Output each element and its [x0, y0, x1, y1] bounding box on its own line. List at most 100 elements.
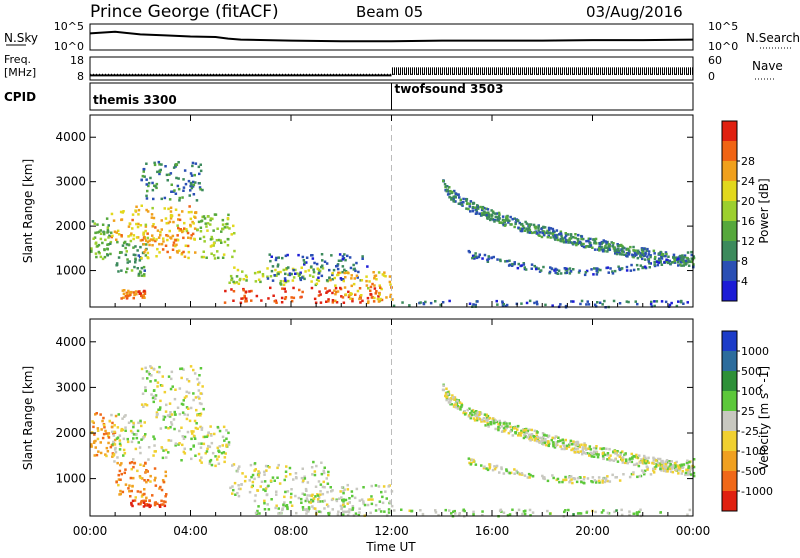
heatmap-cell [222, 451, 226, 454]
heatmap-cell [518, 431, 522, 435]
heatmap-cell [266, 503, 269, 506]
heatmap-cell [503, 224, 507, 227]
heatmap-cell [595, 273, 599, 276]
heatmap-cell [284, 254, 288, 258]
heatmap-cell [268, 466, 271, 469]
sky-left-label: N.Sky [4, 31, 38, 45]
heatmap-cell [258, 270, 261, 274]
heatmap-cell [156, 229, 160, 232]
heatmap-cell [563, 267, 567, 270]
heatmap-cell [379, 297, 382, 301]
heatmap-cell [160, 219, 163, 222]
heatmap-cell [605, 246, 609, 250]
heatmap-cell [494, 427, 497, 431]
heatmap-cell [226, 226, 229, 229]
heatmap-cell [481, 257, 484, 260]
heatmap-cell [587, 239, 590, 243]
heatmap-cell [482, 213, 485, 216]
heatmap-cell [585, 239, 588, 243]
heatmap-cell [254, 468, 257, 471]
heatmap-cell [536, 231, 539, 235]
heatmap-cell [375, 278, 378, 281]
heatmap-cell [652, 469, 655, 472]
heatmap-cell [559, 239, 562, 243]
heatmap-cell [178, 412, 182, 416]
heatmap-cell [132, 421, 135, 425]
heatmap-cell [624, 452, 627, 455]
heatmap-cell [551, 233, 555, 236]
heatmap-cell [132, 425, 135, 429]
heatmap-cell [290, 488, 293, 491]
heatmap-cell [197, 442, 201, 445]
heatmap-cell [348, 497, 351, 500]
heatmap-cell [334, 284, 337, 287]
heatmap-cell [537, 267, 540, 270]
heatmap-cell [105, 217, 109, 220]
heatmap-cell [559, 230, 563, 233]
heatmap-cell [344, 293, 348, 296]
heatmap-cell [460, 203, 464, 206]
heatmap-cell [146, 504, 150, 507]
heatmap-cell [629, 457, 632, 460]
heatmap-cell [131, 504, 134, 508]
heatmap-cell [153, 161, 156, 165]
heatmap-cell [198, 374, 201, 377]
heatmap-cell [668, 467, 672, 471]
heatmap-cell [535, 300, 539, 304]
heatmap-cell [355, 261, 358, 265]
heatmap-cell [147, 458, 150, 461]
heatmap-cell [248, 290, 251, 293]
heatmap-cell [310, 498, 313, 502]
heatmap-cell [501, 215, 505, 218]
heatmap-cell [545, 443, 548, 447]
heatmap-cell [152, 454, 155, 457]
heatmap-cell [232, 488, 235, 492]
heatmap-cell [99, 255, 103, 259]
heatmap-cell [321, 267, 325, 270]
heatmap-cell [365, 275, 368, 278]
heatmap-cell [130, 290, 133, 294]
heatmap-cell [344, 258, 347, 262]
heatmap-cell [144, 229, 147, 233]
heatmap-cell [215, 239, 219, 242]
heatmap-cell [612, 450, 615, 454]
heatmap-cell [502, 427, 506, 430]
heatmap-cell [478, 212, 481, 215]
heatmap-cell [277, 463, 280, 467]
heatmap-cell [629, 245, 632, 249]
colorbar-swatch [722, 471, 737, 491]
heatmap-cell [537, 439, 540, 443]
heatmap-cell [640, 458, 643, 461]
heatmap-cell [548, 270, 552, 274]
heatmap-cell [275, 274, 278, 277]
heatmap-cell [510, 429, 513, 432]
heatmap-cell [203, 435, 207, 439]
heatmap-cell [153, 479, 156, 482]
heatmap-cell [176, 238, 180, 242]
heatmap-cell [685, 468, 688, 472]
heatmap-cell [679, 254, 682, 258]
heatmap-cell [665, 459, 669, 462]
heatmap-cell [429, 301, 433, 305]
heatmap-cell [660, 300, 664, 303]
heatmap-cell [115, 437, 119, 440]
heatmap-cell [379, 286, 382, 289]
heatmap-cell [191, 161, 195, 165]
heatmap-cell [445, 185, 448, 188]
heatmap-cell [602, 447, 605, 450]
heatmap-region [90, 412, 118, 458]
heatmap-cell [327, 298, 330, 301]
heatmap-cell [277, 256, 280, 259]
heatmap-cell [595, 450, 598, 453]
heatmap-cell [518, 473, 522, 476]
heatmap-cell [138, 475, 142, 478]
heatmap-cell [326, 290, 329, 293]
heatmap-cell [151, 244, 154, 247]
heatmap-cell [328, 268, 331, 272]
heatmap-cell [125, 250, 128, 253]
heatmap-cell [283, 478, 286, 482]
heatmap-cell [474, 414, 477, 417]
heatmap-cell [310, 494, 313, 498]
